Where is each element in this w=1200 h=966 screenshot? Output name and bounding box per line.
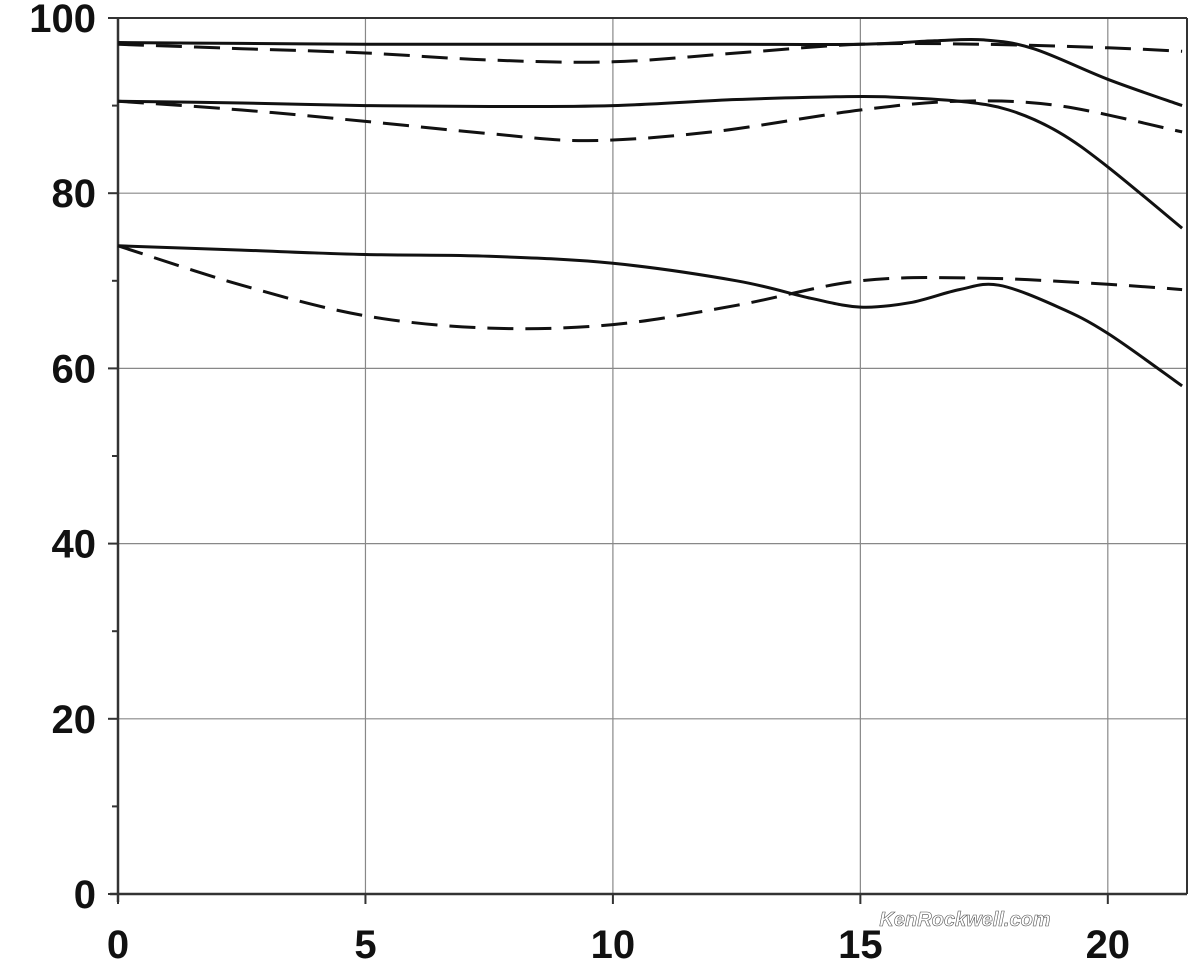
y-tick-label-0: 0 bbox=[74, 873, 96, 917]
series-layer bbox=[117, 37, 1184, 388]
x-tick-label-10: 10 bbox=[591, 923, 636, 966]
y-tick-label-100: 100 bbox=[29, 0, 96, 41]
x-tick-label-20: 20 bbox=[1086, 923, 1131, 966]
x-tick-label-15: 15 bbox=[838, 923, 883, 966]
y-tick-labels: 0 20 40 60 80 100 bbox=[29, 0, 96, 917]
series-line-3-solid bbox=[117, 94, 1184, 230]
series-line-1-solid bbox=[117, 37, 1183, 108]
axes bbox=[108, 17, 1188, 904]
series-line-4-dashed bbox=[117, 99, 1183, 143]
series-line-5-solid bbox=[117, 244, 1183, 388]
x-tick-label-0: 0 bbox=[107, 923, 129, 966]
y-tick-label-20: 20 bbox=[52, 698, 97, 742]
series-line-6-dashed bbox=[117, 244, 1183, 331]
x-tick-labels: 0 5 10 15 20 bbox=[107, 923, 1130, 966]
series-line-2-dashed bbox=[117, 41, 1183, 64]
x-tick-label-5: 5 bbox=[354, 923, 376, 966]
watermark-text: KenRockwell.com bbox=[879, 909, 1050, 931]
y-tick-label-80: 80 bbox=[52, 172, 97, 216]
y-tick-label-40: 40 bbox=[52, 523, 97, 567]
y-tick-label-60: 60 bbox=[52, 347, 97, 391]
